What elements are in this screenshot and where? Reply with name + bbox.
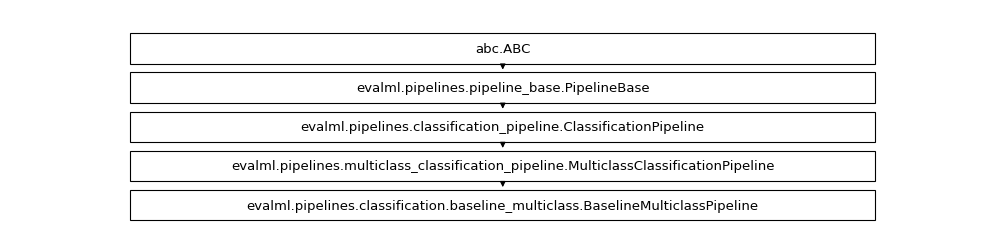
Text: abc.ABC: abc.ABC [475, 43, 531, 56]
Bar [130, 34, 875, 64]
Bar [130, 73, 875, 103]
Text: evalml.pipelines.classification.baseline_multiclass.BaselineMulticlassPipeline: evalml.pipelines.classification.baseline… [246, 199, 759, 212]
Bar [130, 190, 875, 220]
Text: evalml.pipelines.multiclass_classification_pipeline.MulticlassClassificationPipe: evalml.pipelines.multiclass_classificati… [231, 160, 775, 173]
Bar [130, 151, 875, 181]
Bar [130, 112, 875, 142]
Text: evalml.pipelines.pipeline_base.PipelineBase: evalml.pipelines.pipeline_base.PipelineB… [356, 82, 649, 95]
Text: evalml.pipelines.classification_pipeline.ClassificationPipeline: evalml.pipelines.classification_pipeline… [301, 121, 704, 134]
